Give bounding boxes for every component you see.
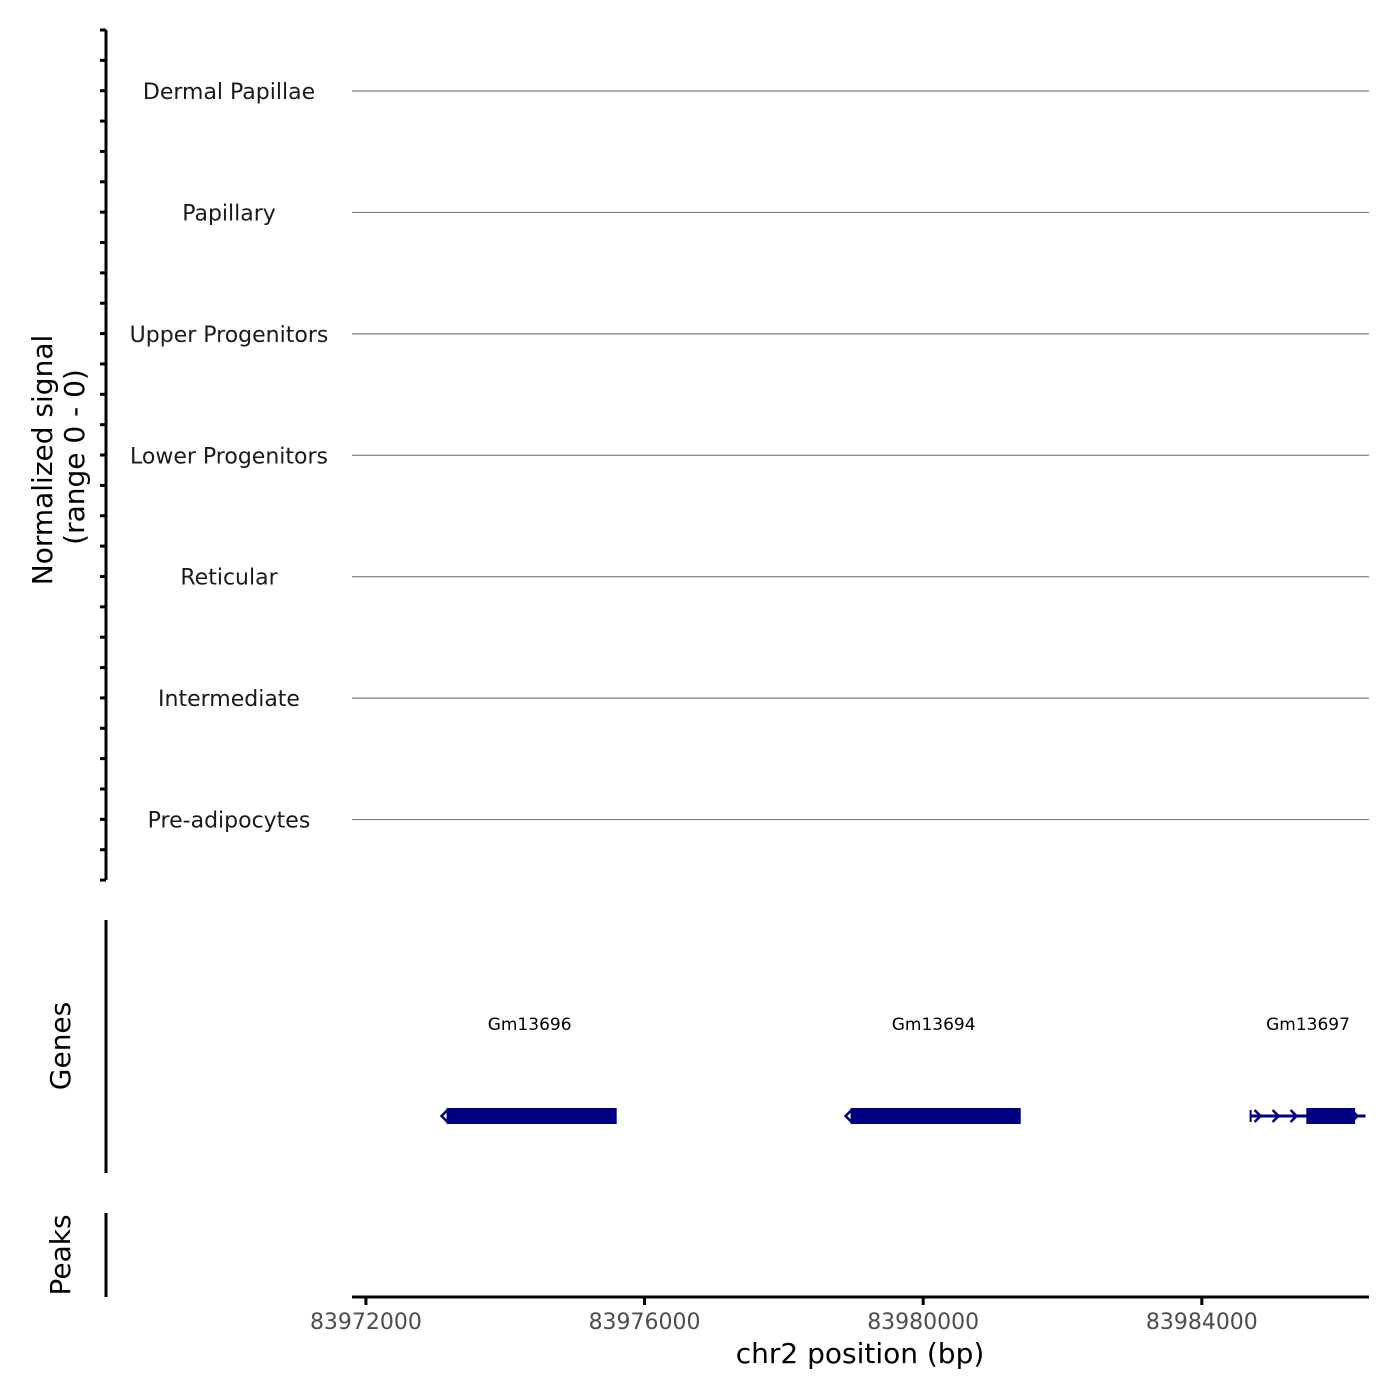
gene-exon [1306,1108,1356,1124]
x-tick-label: 83984000 [1146,1310,1258,1335]
coverage-ylabel-line1: Normalized signal [26,335,59,586]
x-tick-label: 83972000 [310,1310,422,1335]
gene-exon [446,1108,617,1124]
gene-strand-arrow [1350,1109,1360,1123]
coverage-tracks: Dermal Papillae Papillary Upper Progenitor… [130,80,1369,834]
x-axis-ticks: 83972000 83976000 83980000 83984000 [310,1297,1258,1335]
gene-label: Gm13694 [892,1015,976,1035]
genes-ylabel: Genes [44,1002,77,1090]
peaks-panel: Peaks [44,1213,108,1297]
x-tick-label: 83976000 [589,1310,701,1335]
coverage-track-label: Upper Progenitors [130,323,329,348]
gene-strand-arrow [439,1108,450,1124]
gene-marks: Gm13696 Gm13694 Gm13697 [439,1015,1366,1124]
gene-strand-arrow [1253,1109,1263,1123]
gene-label: Gm13696 [488,1015,572,1035]
coverage-track-label: Lower Progenitors [130,444,328,469]
coverage-track-label: Intermediate [158,687,300,712]
genes-panel: Genes Gm13696 Gm13694 Gm13697 [44,920,1366,1173]
coverage-track-label: Dermal Papillae [143,80,315,105]
coverage-track-label: Papillary [182,201,276,226]
gene-strand-arrow [1289,1109,1299,1123]
x-tick-label: 83980000 [867,1310,979,1335]
x-axis: 83972000 83976000 83980000 83984000 chr2 po… [310,1295,1369,1370]
coverage-track-label: Pre-adipocytes [148,809,311,834]
x-axis-title: chr2 position (bp) [736,1337,985,1370]
gene-strand-arrow [843,1108,854,1124]
peaks-ylabel: Peaks [44,1214,77,1295]
gene-strand-arrow [1271,1109,1281,1123]
coverage-ylabel-line2: (range 0 - 0) [58,369,91,545]
coverage-y-ticks [100,28,106,882]
gene-label: Gm13697 [1266,1015,1350,1035]
coverage-track-label: Reticular [180,566,278,591]
coverage-panel: Dermal Papillae Papillary Upper Progenitor… [26,28,1369,882]
gene-exon [850,1108,1021,1124]
